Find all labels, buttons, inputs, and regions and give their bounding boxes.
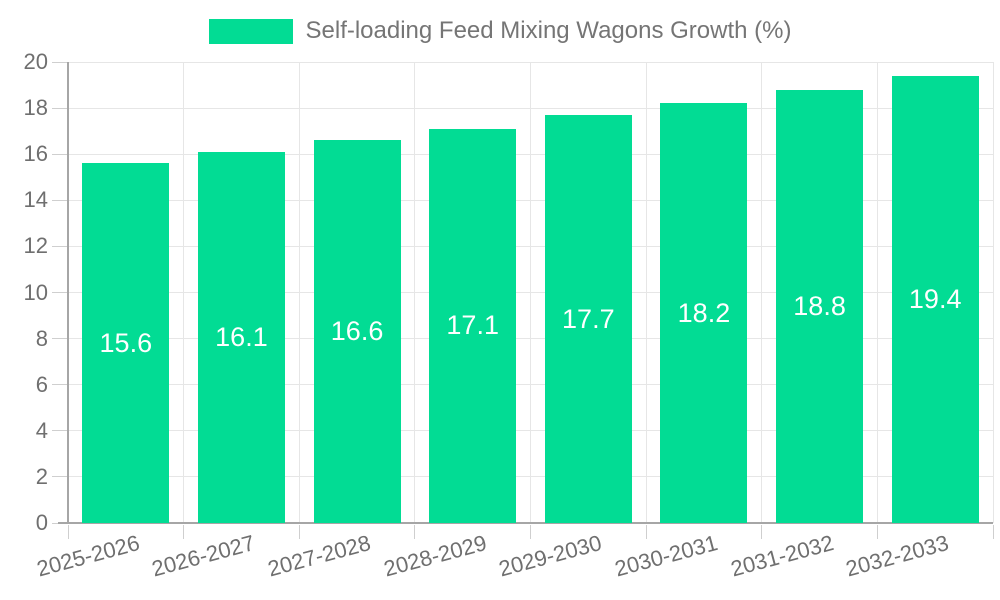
v-gridline [414, 62, 416, 523]
x-tick [645, 525, 647, 539]
y-tick [52, 476, 68, 478]
bar[interactable] [429, 128, 517, 523]
y-tick-label: 20 [23, 49, 48, 74]
y-tick-label: 2 [35, 463, 48, 489]
y-tick [52, 153, 68, 155]
bar-value-label: 16.6 [330, 316, 384, 347]
bar-value-label: 17.1 [446, 310, 499, 341]
bar[interactable] [82, 163, 170, 523]
x-tick [992, 525, 994, 539]
bar[interactable] [891, 75, 979, 523]
y-tick [52, 384, 68, 386]
x-tick [530, 525, 531, 539]
legend[interactable]: Self-loading Feed Mixing Wagons Growth (… [0, 17, 1000, 45]
v-gridline [761, 62, 763, 523]
bar-value-label: 16.1 [215, 321, 268, 352]
y-tick [52, 199, 68, 201]
y-tick [52, 107, 68, 109]
y-tick-label: 14 [23, 187, 48, 213]
x-tick-label: 2031-2032 [727, 530, 836, 582]
x-tick [298, 525, 300, 539]
v-gridline [530, 62, 531, 523]
y-tick-label: 0 [35, 510, 48, 535]
y-tick-label: 4 [35, 417, 48, 443]
x-tick [876, 525, 878, 539]
y-tick [52, 430, 68, 432]
bar[interactable] [776, 89, 864, 523]
x-tick [183, 525, 185, 539]
bar-value-label: 15.6 [99, 327, 153, 358]
v-gridline [992, 62, 994, 523]
x-axis-line [58, 522, 993, 524]
x-tick-label: 2025-2026 [33, 530, 143, 582]
legend-swatch [208, 18, 293, 44]
bar[interactable] [660, 103, 748, 523]
bar-value-label: 18.2 [677, 297, 731, 328]
bar-value-label: 18.8 [793, 290, 846, 321]
y-tick-label: 16 [23, 141, 48, 167]
y-tick [52, 61, 68, 63]
x-tick-label: 2030-2031 [612, 530, 721, 582]
y-tick [52, 245, 68, 247]
bar[interactable] [197, 151, 285, 523]
y-tick [52, 338, 68, 340]
bar[interactable] [313, 140, 401, 523]
bar-value-label: 19.4 [908, 283, 962, 314]
x-tick-label: 2029-2030 [496, 530, 605, 582]
y-axis-line [67, 62, 69, 523]
v-gridline [183, 62, 185, 523]
bar-value-label: 17.7 [562, 303, 615, 334]
y-tick [52, 292, 68, 293]
x-tick-label: 2032-2033 [843, 530, 952, 582]
x-tick-label: 2027-2028 [265, 530, 374, 582]
v-gridline [298, 62, 300, 523]
v-gridline [876, 62, 878, 523]
v-gridline [645, 62, 647, 523]
y-tick-label: 12 [23, 233, 48, 259]
y-tick-label: 8 [35, 325, 48, 351]
x-tick [414, 525, 416, 539]
y-tick-label: 10 [23, 279, 48, 305]
x-tick-label: 2028-2029 [380, 530, 489, 582]
bar[interactable] [544, 115, 632, 523]
x-tick [761, 525, 763, 539]
legend-label: Self-loading Feed Mixing Wagons Growth (… [305, 17, 792, 44]
x-tick [67, 525, 69, 539]
y-tick-label: 6 [35, 371, 48, 397]
y-tick-label: 18 [23, 95, 48, 121]
x-tick-label: 2026-2027 [149, 530, 258, 582]
